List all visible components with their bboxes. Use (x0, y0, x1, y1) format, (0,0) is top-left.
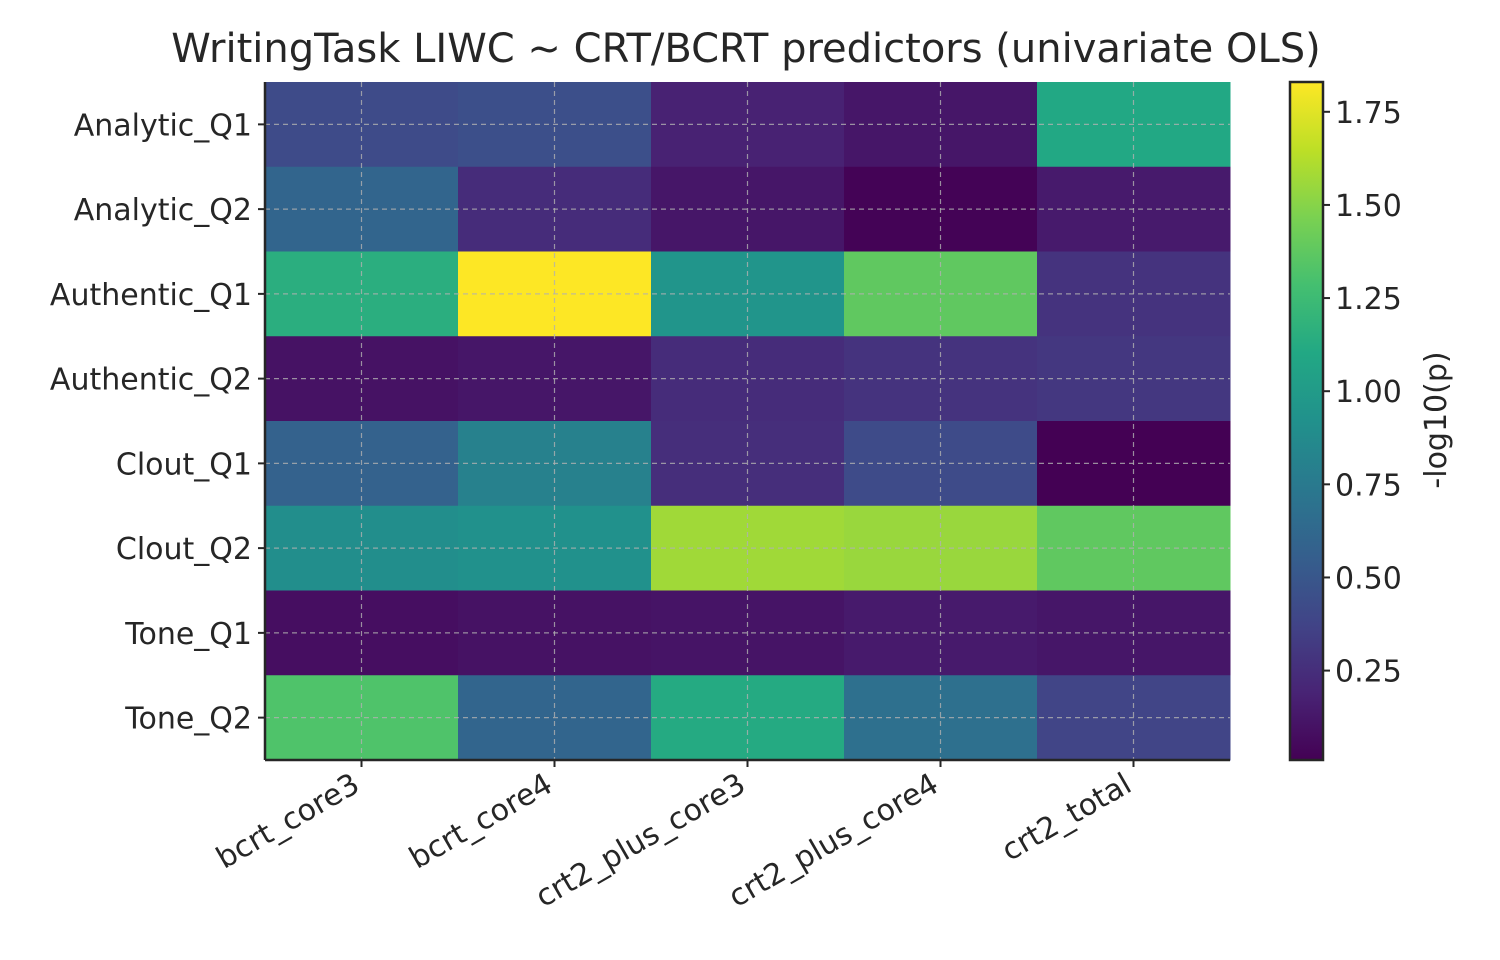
y-tick-label: Clout_Q2 (116, 532, 252, 567)
colorbar-tick-label: 0.25 (1335, 655, 1402, 690)
y-tick-label: Analytic_Q2 (74, 193, 252, 228)
colorbar-tick-label: 1.50 (1335, 189, 1402, 224)
colorbar-tick-label: 0.50 (1335, 561, 1402, 596)
colorbar-tick-label: 1.25 (1335, 282, 1402, 317)
x-tick-label: crt2_total (996, 767, 1138, 869)
y-tick-label: Authentic_Q2 (50, 363, 252, 398)
y-tick-label: Tone_Q2 (124, 702, 252, 737)
y-tick-label: Tone_Q1 (124, 617, 252, 652)
x-tick-label: crt2_plus_core4 (723, 767, 945, 915)
grid-lines (265, 82, 1230, 760)
colorbar: 0.25 0.50 0.75 1.00 1.25 1.50 1.75 (1288, 80, 1402, 762)
colorbar-tick-label: 1.75 (1335, 96, 1402, 131)
y-tick-labels: Analytic_Q1 Analytic_Q2 Authentic_Q1 Authen… (50, 108, 252, 736)
chart-title: WritingTask LIWC ~ CRT/BCRT predictors (… (171, 26, 1321, 72)
heatmap-cell (265, 505, 459, 591)
x-tick-label: bcrt_core4 (404, 767, 559, 877)
x-tick-labels: bcrt_core3 bcrt_core4crt2_plus_core3crt2_… (211, 767, 1138, 915)
y-tick-label: Authentic_Q1 (50, 278, 252, 313)
y-tick-label: Clout_Q1 (116, 447, 252, 482)
colorbar-label: -log10(p) (1419, 351, 1454, 488)
colorbar-gradient (1290, 82, 1323, 760)
colorbar-tick-label: 1.00 (1335, 375, 1402, 410)
x-tick-label: crt2_plus_core3 (530, 767, 752, 915)
axes (258, 82, 1230, 767)
x-tick-label: bcrt_core3 (211, 767, 366, 877)
colorbar-frame (1288, 80, 1325, 762)
y-tick-label: Analytic_Q1 (74, 108, 252, 143)
colorbar-tick-label: 0.75 (1335, 468, 1402, 503)
heatmap-cell (265, 82, 459, 168)
